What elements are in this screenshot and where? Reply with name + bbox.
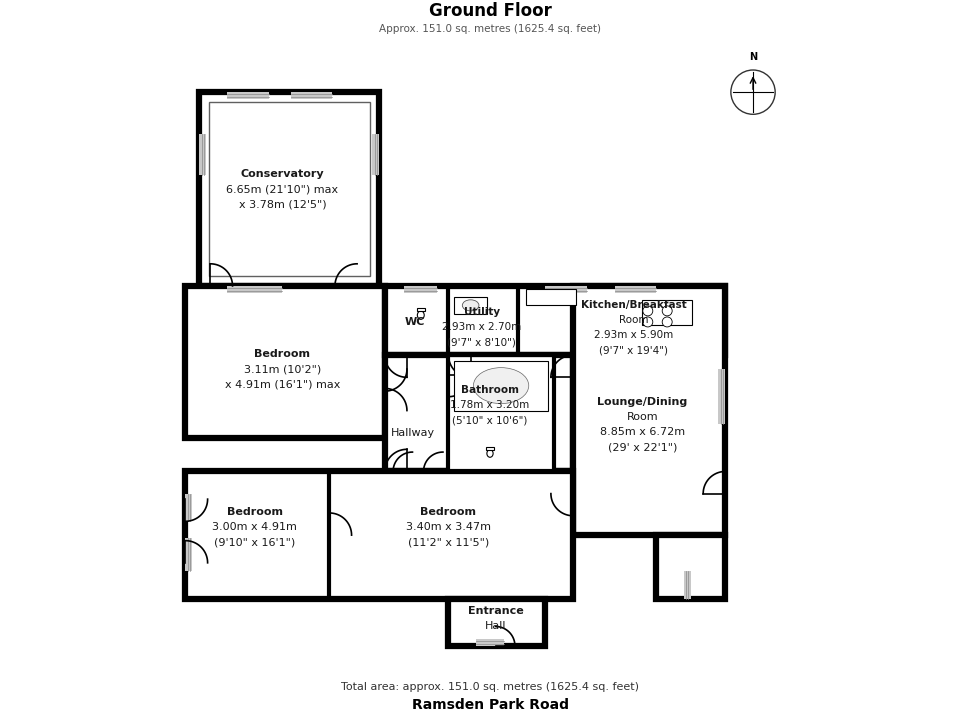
Bar: [573, 286, 725, 535]
Bar: [449, 355, 554, 471]
Text: (9'7" x 8'10"): (9'7" x 8'10"): [447, 337, 516, 347]
Bar: [546, 286, 587, 293]
Bar: [385, 355, 573, 471]
Text: Room: Room: [626, 412, 659, 422]
Text: x 3.78m (12'5"): x 3.78m (12'5"): [238, 199, 326, 209]
Text: 1.78m x 3.20m: 1.78m x 3.20m: [451, 400, 529, 410]
Text: 3.00m x 4.91m: 3.00m x 4.91m: [213, 522, 297, 532]
Text: Total area: approx. 151.0 sq. metres (1625.4 sq. feet): Total area: approx. 151.0 sq. metres (16…: [341, 682, 639, 692]
Text: (9'10" x 16'1"): (9'10" x 16'1"): [214, 537, 295, 547]
Bar: [416, 308, 425, 311]
Circle shape: [731, 70, 775, 115]
Text: (29' x 22'1"): (29' x 22'1"): [608, 442, 677, 452]
Bar: [227, 92, 269, 99]
Ellipse shape: [473, 367, 529, 404]
Text: (9'7" x 19'4"): (9'7" x 19'4"): [600, 345, 668, 355]
Text: 6.65m (21'10") max: 6.65m (21'10") max: [226, 184, 338, 194]
Text: WC: WC: [405, 317, 425, 327]
Bar: [199, 134, 206, 175]
Bar: [454, 297, 487, 314]
Bar: [614, 286, 657, 293]
Text: Bathroom: Bathroom: [461, 384, 519, 394]
Bar: [454, 361, 548, 411]
Text: Bedroom: Bedroom: [255, 349, 311, 359]
Text: 3.40m x 3.47m: 3.40m x 3.47m: [406, 522, 491, 532]
Bar: [185, 493, 192, 521]
Bar: [642, 300, 692, 325]
Bar: [199, 92, 379, 286]
Text: Conservatory: Conservatory: [240, 169, 324, 179]
Bar: [372, 134, 379, 175]
Text: Approx. 151.0 sq. metres (1625.4 sq. feet): Approx. 151.0 sq. metres (1625.4 sq. fee…: [379, 24, 601, 34]
Text: Ground Floor: Ground Floor: [428, 2, 552, 20]
Circle shape: [643, 306, 653, 316]
Bar: [227, 286, 282, 293]
Bar: [449, 599, 546, 646]
Text: 8.85m x 6.72m: 8.85m x 6.72m: [600, 427, 685, 437]
Bar: [291, 92, 332, 99]
Text: Room: Room: [619, 315, 649, 325]
Text: Entrance: Entrance: [467, 606, 523, 616]
Text: Utility: Utility: [464, 308, 500, 318]
Text: Bedroom: Bedroom: [420, 507, 476, 517]
Bar: [209, 102, 369, 276]
Bar: [657, 535, 725, 599]
Ellipse shape: [417, 311, 424, 320]
Text: (11'2" x 11'5"): (11'2" x 11'5"): [408, 537, 489, 547]
Circle shape: [643, 317, 653, 327]
Text: Kitchen/Breakfast: Kitchen/Breakfast: [581, 300, 687, 310]
Circle shape: [662, 306, 672, 316]
Bar: [185, 286, 385, 438]
Bar: [385, 286, 725, 355]
Bar: [404, 286, 437, 293]
Bar: [526, 289, 576, 305]
Text: 2.93m x 2.70m: 2.93m x 2.70m: [442, 323, 521, 333]
Bar: [718, 369, 725, 424]
Text: Lounge/Dining: Lounge/Dining: [597, 397, 687, 407]
Bar: [486, 446, 494, 450]
Text: N: N: [749, 52, 758, 62]
Text: x 4.91m (16'1") max: x 4.91m (16'1") max: [224, 379, 340, 389]
Text: 3.11m (10'2"): 3.11m (10'2"): [244, 364, 321, 374]
Text: Ramsden Park Road: Ramsden Park Road: [412, 698, 568, 712]
Text: Hallway: Hallway: [390, 428, 434, 438]
Text: Hall: Hall: [485, 621, 507, 631]
Text: Bedroom: Bedroom: [226, 507, 282, 517]
Ellipse shape: [487, 450, 493, 457]
Bar: [185, 471, 573, 599]
Bar: [684, 571, 691, 599]
Bar: [476, 639, 504, 646]
Circle shape: [662, 317, 672, 327]
Bar: [185, 538, 192, 571]
Ellipse shape: [463, 300, 479, 311]
Text: 2.93m x 5.90m: 2.93m x 5.90m: [594, 330, 673, 340]
Text: (5'10" x 10'6"): (5'10" x 10'6"): [453, 415, 527, 425]
